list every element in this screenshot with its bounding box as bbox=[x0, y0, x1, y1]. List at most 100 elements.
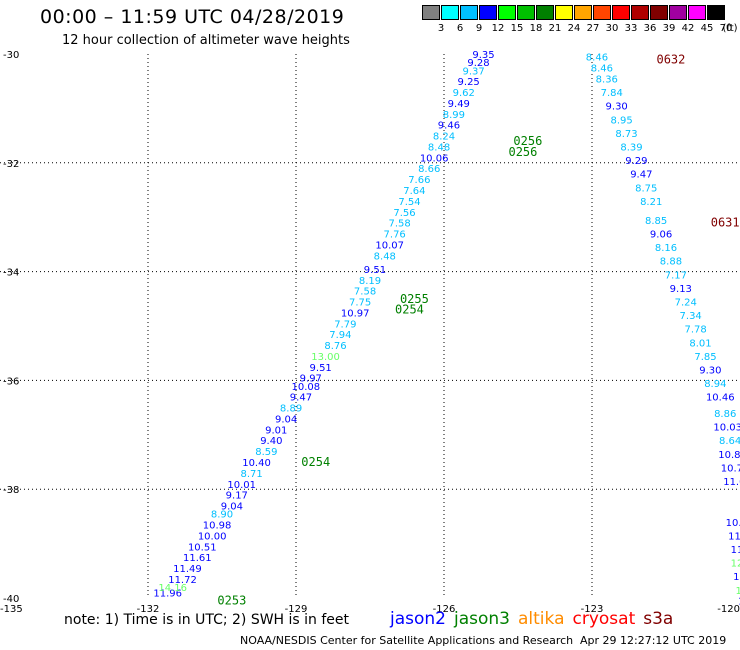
legend-tick-label: 24 bbox=[567, 23, 581, 34]
legend-swatch bbox=[498, 5, 516, 20]
data-label-jason2: 9.17 bbox=[226, 491, 248, 502]
data-label-jason3: 8.86 bbox=[714, 409, 736, 420]
data-label-jason2: 8.99 bbox=[443, 110, 465, 121]
data-label-jason2: 7.66 bbox=[408, 175, 430, 186]
data-label-jason2: 7.64 bbox=[403, 186, 425, 197]
data-label-jason2: 10.51 bbox=[188, 542, 217, 553]
data-label-jason2: 8.48 bbox=[374, 251, 396, 262]
legend-tick-label: 3 bbox=[437, 23, 445, 34]
pass-time-label: 0254 bbox=[301, 455, 330, 469]
data-label-jason3: 8.01 bbox=[689, 338, 711, 349]
footer-note: note: 1) Time is in UTC; 2) SWH is in fe… bbox=[64, 612, 350, 628]
data-label-jason2: 10.40 bbox=[242, 458, 271, 469]
legend-tick-label: 15 bbox=[510, 23, 524, 34]
data-label-jason2: 9.04 bbox=[275, 414, 297, 425]
legend-swatch bbox=[422, 5, 440, 20]
legend-tick-label: 33 bbox=[624, 23, 638, 34]
data-label-jason3-extra: 12.08 bbox=[731, 559, 740, 570]
data-label-jason2: 7.58 bbox=[354, 287, 376, 298]
data-label-jason3: 8.16 bbox=[655, 243, 677, 254]
legend-swatch bbox=[631, 5, 649, 20]
data-label-jason3: 9.29 bbox=[625, 156, 647, 167]
data-label-jason2: 10.07 bbox=[375, 240, 404, 251]
data-label-jason3: 7.84 bbox=[601, 88, 623, 99]
legend-swatch bbox=[555, 5, 573, 20]
satellite-legend-cryosat: cryosat bbox=[572, 609, 636, 629]
data-label-jason2: 8.24 bbox=[433, 132, 455, 143]
data-label-jason2: 7.75 bbox=[349, 298, 371, 309]
x-tick-label: -132 bbox=[137, 604, 160, 615]
x-tick-label: -129 bbox=[285, 604, 308, 615]
satellite-legend-s3a: s3a bbox=[643, 609, 674, 629]
data-label-jason2: 10.08 bbox=[292, 382, 321, 393]
data-label-jason3: 8.39 bbox=[620, 142, 642, 153]
data-label-jason2: 11.49 bbox=[173, 564, 202, 575]
data-label-jason3: 10.78 bbox=[721, 463, 740, 474]
legend-tick-label: 70 bbox=[719, 23, 733, 34]
data-label-jason2: 14.16 bbox=[158, 583, 187, 594]
y-tick-label: -30 bbox=[3, 50, 19, 61]
legend-tick-label: 27 bbox=[586, 23, 600, 34]
pass-time-label: 0253 bbox=[217, 594, 246, 608]
chart-subtitle: 12 hour collection of altimeter wave hei… bbox=[62, 33, 350, 48]
data-label-jason3: 9.06 bbox=[650, 230, 672, 241]
data-label-jason2: 8.89 bbox=[280, 404, 302, 415]
data-label-jason3: 7.17 bbox=[665, 270, 687, 281]
legend-tick-label: 9 bbox=[475, 23, 483, 34]
legend-swatch bbox=[650, 5, 668, 20]
legend-swatch bbox=[460, 5, 478, 20]
data-label-jason2: 10.98 bbox=[203, 521, 232, 532]
data-label-jason3: 7.85 bbox=[694, 352, 716, 363]
y-tick-label: -38 bbox=[3, 485, 19, 496]
y-tick-label: -34 bbox=[3, 268, 19, 279]
footer-credit: NOAA/NESDIS Center for Satellite Applica… bbox=[240, 634, 574, 647]
data-label-jason3: 9.30 bbox=[606, 102, 628, 113]
satellite-legend: jason2 jason3 altika cryosat s3a bbox=[390, 609, 681, 629]
data-label-jason3-extra: 11.22 bbox=[728, 531, 740, 542]
data-label-jason2: 10.97 bbox=[341, 308, 370, 319]
data-label-jason3: 8.46 bbox=[591, 64, 613, 75]
data-label-jason3: 8.94 bbox=[704, 379, 726, 390]
data-label-jason3: 9.30 bbox=[699, 366, 721, 377]
pass-time-label: 0255 bbox=[400, 292, 429, 306]
data-label-jason3: 9.47 bbox=[630, 170, 652, 181]
legend-tick-label: 30 bbox=[605, 23, 619, 34]
data-label-jason2: 9.97 bbox=[300, 374, 322, 385]
data-label-jason2: 10.06 bbox=[420, 153, 449, 164]
data-label-jason2: 11.61 bbox=[183, 553, 212, 564]
data-label-jason2: 13.00 bbox=[311, 352, 340, 363]
data-label-jason3: 8.73 bbox=[615, 129, 637, 140]
data-label-jason3: 8.46 bbox=[586, 53, 608, 64]
satellite-legend-jason2: jason2 bbox=[390, 609, 446, 629]
pass-time-label: 0256 bbox=[513, 134, 542, 148]
data-label-jason2: 8.59 bbox=[255, 447, 277, 458]
legend-swatch bbox=[669, 5, 687, 20]
pass-time-label: 0254 bbox=[395, 303, 424, 317]
data-label-jason2: 9.40 bbox=[260, 436, 282, 447]
legend-tick-label: 21 bbox=[548, 23, 562, 34]
legend-tick-label: 12 bbox=[491, 23, 505, 34]
data-label-jason2: 9.46 bbox=[438, 121, 460, 132]
satellite-legend-jason3: jason3 bbox=[454, 609, 510, 629]
data-label-jason2: 9.62 bbox=[453, 88, 475, 99]
data-label-jason3: 9.13 bbox=[670, 284, 692, 295]
satellite-legend-altika: altika bbox=[518, 609, 565, 629]
data-label-jason3: 7.24 bbox=[675, 298, 697, 309]
legend-swatch bbox=[536, 5, 554, 20]
data-label-jason3: 8.36 bbox=[596, 74, 618, 85]
data-label-jason3: 11.05 bbox=[723, 477, 740, 488]
data-label-jason2: 9.47 bbox=[290, 393, 312, 404]
data-label-jason2: 7.79 bbox=[334, 319, 356, 330]
data-label-jason2: 9.51 bbox=[364, 265, 386, 276]
data-label-jason2: 9.25 bbox=[458, 77, 480, 88]
data-label-jason2: 7.76 bbox=[384, 230, 406, 241]
legend-swatch bbox=[612, 5, 630, 20]
legend-swatch bbox=[593, 5, 611, 20]
data-label-jason2: 9.51 bbox=[310, 363, 332, 374]
x-tick-label: -120 bbox=[717, 604, 740, 615]
x-tick-label: -135 bbox=[0, 604, 23, 615]
x-tick-label: -126 bbox=[433, 604, 456, 615]
data-label-jason2: 9.04 bbox=[221, 502, 243, 513]
data-label-jason3: 8.21 bbox=[640, 197, 662, 208]
